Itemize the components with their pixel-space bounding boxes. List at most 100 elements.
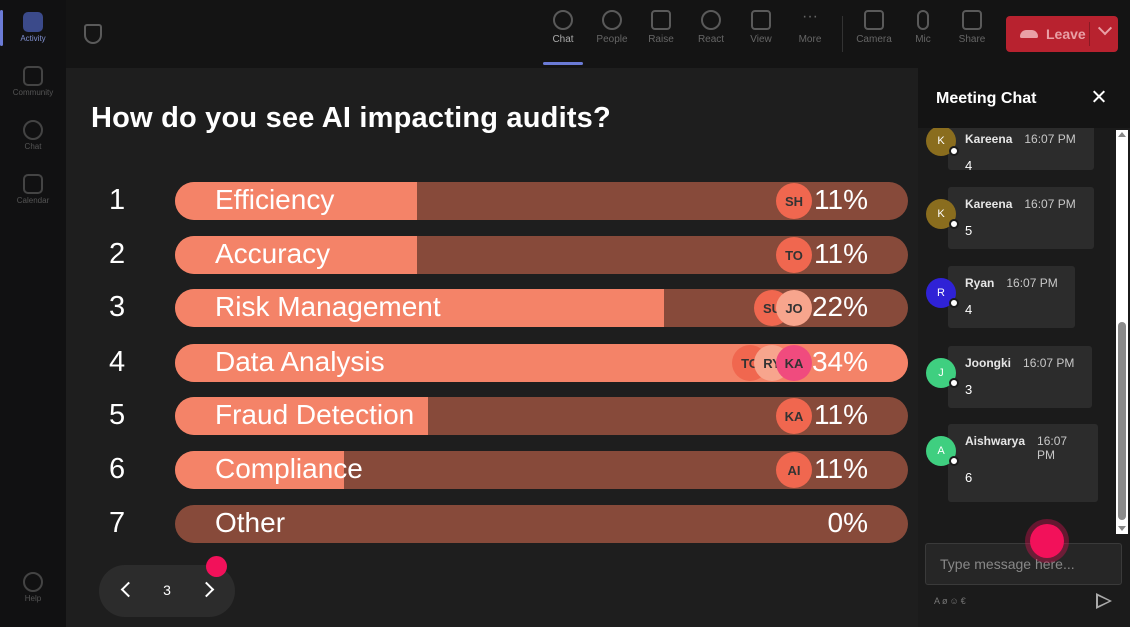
grid-icon bbox=[751, 10, 771, 30]
avatar-initial: A bbox=[937, 445, 945, 457]
send-icon[interactable] bbox=[1096, 593, 1112, 609]
format-toolbar[interactable]: Aø☺€ bbox=[934, 596, 968, 606]
poll-option-row[interactable]: 4 Data Analysis KA RY TO 34% bbox=[91, 344, 911, 382]
chat-bubble-icon bbox=[23, 120, 43, 140]
app-rail: Activity Community Chat Calendar Help bbox=[0, 0, 66, 627]
presence-indicator bbox=[949, 378, 959, 388]
message-sender: Aishwarya bbox=[965, 434, 1026, 448]
page-number: 3 bbox=[163, 582, 171, 598]
toolbar-divider bbox=[842, 16, 843, 52]
avatar: K bbox=[926, 128, 959, 156]
poll-bar-fill bbox=[175, 289, 664, 327]
phone-hangup-icon bbox=[1020, 30, 1038, 38]
poll-option-row[interactable]: 3 Risk Management JO SU 22% bbox=[91, 289, 911, 327]
rail-item-help[interactable]: Help bbox=[0, 572, 66, 603]
message-time: 16:07 PM bbox=[1037, 434, 1068, 462]
rail-active-indicator bbox=[0, 10, 3, 46]
poll-option-percent: 11% bbox=[814, 399, 868, 430]
poll-option-row[interactable]: 6 Compliance AI 11% bbox=[91, 451, 911, 489]
chevron-right-icon[interactable] bbox=[198, 581, 215, 598]
message-text: 4 bbox=[965, 158, 973, 173]
toolbar-button-label: View bbox=[750, 34, 772, 45]
avatar-initial: R bbox=[937, 287, 945, 299]
toolbar-mic-button[interactable]: Mic bbox=[899, 10, 947, 45]
toolbar-chat-button[interactable]: Chat bbox=[539, 10, 587, 45]
chat-header: Meeting Chat bbox=[918, 68, 1130, 128]
voter-avatar: AI bbox=[776, 452, 812, 488]
rail-item-chat[interactable]: Chat bbox=[0, 120, 66, 151]
toolbar-react-button[interactable]: React bbox=[687, 10, 735, 45]
toolbar-camera-button[interactable]: Camera bbox=[850, 10, 898, 45]
presentation-stage: How do you see AI impacting audits? 1 Eff… bbox=[66, 68, 918, 627]
attach-icon[interactable]: ø bbox=[942, 596, 950, 606]
presence-indicator bbox=[949, 219, 959, 229]
scroll-down-icon[interactable] bbox=[1118, 526, 1126, 531]
emoji-icon[interactable]: ☺ bbox=[949, 596, 961, 606]
poll-option-row[interactable]: 5 Fraud Detection KA 11% bbox=[91, 397, 911, 435]
presence-indicator bbox=[949, 146, 959, 156]
more-icon: ··· bbox=[802, 8, 818, 25]
poll-option-label: Data Analysis bbox=[215, 346, 385, 377]
poll-option-number: 3 bbox=[109, 291, 126, 323]
toolbar-raise-button[interactable]: Raise bbox=[637, 10, 685, 45]
chevron-left-icon[interactable] bbox=[120, 581, 137, 598]
chevron-down-icon[interactable] bbox=[1097, 21, 1113, 36]
cursor-highlight-dot bbox=[1030, 524, 1064, 558]
poll-option-percent: 34% bbox=[811, 346, 868, 377]
bell-icon bbox=[23, 12, 43, 32]
poll-question: How do you see AI impacting audits? bbox=[91, 102, 611, 134]
poll-option-number: 1 bbox=[109, 184, 126, 216]
leave-button[interactable]: Leave bbox=[1006, 16, 1118, 52]
chat-icon bbox=[553, 10, 573, 30]
voter-avatars: JO SU bbox=[754, 289, 812, 327]
message-sender: Joongki bbox=[965, 356, 1012, 370]
voter-avatar: SH bbox=[776, 183, 812, 219]
poll-bar-fill bbox=[175, 397, 428, 435]
poll-option-row[interactable]: 7 Other 0% bbox=[91, 505, 911, 543]
poll-option-label: Other bbox=[215, 507, 286, 538]
voter-avatar: JO bbox=[776, 290, 812, 326]
message-bubble: Ryan 16:07 PM 4 bbox=[948, 266, 1075, 328]
gif-icon[interactable]: € bbox=[960, 596, 968, 606]
poll-bar-fill bbox=[175, 236, 417, 274]
poll-option-label: Efficiency bbox=[215, 184, 335, 215]
toolbar-people-button[interactable]: People bbox=[588, 10, 636, 45]
cursor-highlight-dot bbox=[206, 556, 227, 577]
chat-scrollbar[interactable] bbox=[1116, 130, 1128, 534]
avatar: R bbox=[926, 278, 959, 308]
format-icon[interactable]: A bbox=[934, 596, 943, 606]
chat-message-input[interactable] bbox=[925, 543, 1122, 585]
toolbar-button-label: Camera bbox=[856, 34, 892, 45]
poll-bar-fill bbox=[175, 451, 345, 489]
toolbar-button-label: Share bbox=[958, 34, 986, 45]
message-text: 3 bbox=[965, 382, 973, 397]
rail-item-activity[interactable]: Activity bbox=[0, 12, 66, 43]
message-bubble: Kareena 16:07 PM 4 bbox=[948, 128, 1094, 173]
poll-option-row[interactable]: 1 Efficiency SH 11% bbox=[91, 182, 911, 220]
avatar: K bbox=[926, 199, 959, 229]
mic-icon bbox=[917, 10, 929, 30]
toolbar-button-label: Mic bbox=[915, 34, 931, 45]
toolbar-view-button[interactable]: View bbox=[737, 10, 785, 45]
close-icon[interactable] bbox=[1090, 88, 1108, 106]
chat-message-list: Kareena 16:07 PM 4 K Kareena 16:07 PM 5 K Ryan 16… bbox=[918, 128, 1118, 538]
toolbar-share-button[interactable]: Share bbox=[948, 10, 996, 45]
message-sender: Kareena bbox=[965, 132, 1013, 146]
voter-avatar: KA bbox=[776, 398, 812, 434]
poll-option-number: 7 bbox=[109, 507, 126, 539]
message-text: 4 bbox=[965, 302, 973, 317]
message-text: 5 bbox=[965, 223, 973, 238]
scroll-thumb[interactable] bbox=[1118, 322, 1126, 520]
rail-item-calendar[interactable]: Calendar bbox=[0, 174, 66, 205]
avatar-initial: K bbox=[937, 135, 945, 147]
poll-option-number: 5 bbox=[109, 399, 126, 431]
toolbar-more-button[interactable]: ··· More bbox=[786, 8, 834, 46]
toolbar-button-label: Raise bbox=[648, 34, 674, 45]
leave-button-label: Leave bbox=[1046, 26, 1086, 42]
poll-option-row[interactable]: 2 Accuracy TO 11% bbox=[91, 236, 911, 274]
rail-item-community[interactable]: Community bbox=[0, 66, 66, 97]
poll-bar: Compliance AI 11% bbox=[175, 451, 908, 489]
rail-item-label: Chat bbox=[24, 142, 42, 151]
scroll-up-icon[interactable] bbox=[1118, 132, 1126, 137]
poll-bar: Fraud Detection KA 11% bbox=[175, 397, 908, 435]
